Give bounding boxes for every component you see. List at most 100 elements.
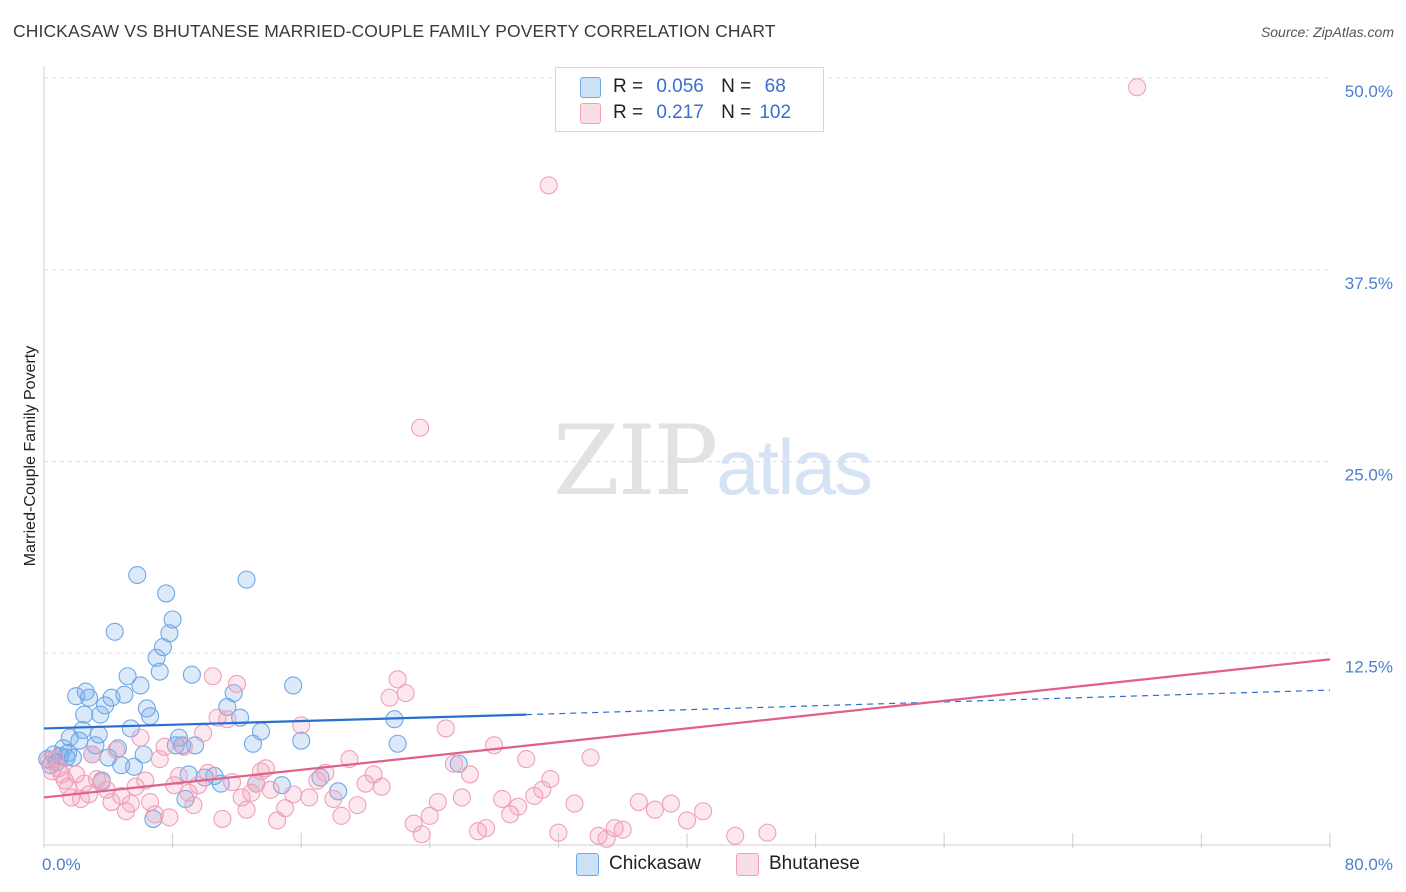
chickasaw-point <box>182 665 201 684</box>
bhutanese-legend-label: Bhutanese <box>769 853 860 874</box>
bhutanese-point <box>485 736 504 755</box>
series-legend-chickasaw: Chickasaw <box>576 851 701 877</box>
bhutanese-point <box>348 796 367 815</box>
bhutanese-point <box>39 751 58 770</box>
bhutanese-point <box>645 800 664 819</box>
chickasaw-point <box>150 662 169 681</box>
bhutanese-point <box>549 823 568 842</box>
bhutanese-point <box>1128 78 1147 97</box>
y-tick-label: 12.5% <box>1345 657 1393 676</box>
bhutanese-point <box>613 820 632 839</box>
chickasaw-point <box>157 584 176 603</box>
bhutanese-point <box>411 418 430 437</box>
bhutanese-point <box>284 785 303 804</box>
y-tick-label: 50.0% <box>1345 82 1393 101</box>
r-value: 0.056 <box>656 76 704 97</box>
chickasaw-point <box>284 676 303 695</box>
bhutanese-point <box>420 806 439 825</box>
bhutanese-point <box>428 792 447 812</box>
bhutanese-trend-line <box>43 658 1331 799</box>
bhutanese-point <box>184 796 203 815</box>
bhutanese-point <box>194 723 213 743</box>
chickasaw-legend-label: Chickasaw <box>609 853 701 874</box>
bhutanese-point <box>380 688 399 707</box>
r-label: R = <box>613 76 644 97</box>
bhutanese-point <box>372 777 391 796</box>
bhutanese-point <box>758 823 777 842</box>
chickasaw-point <box>141 707 160 726</box>
y-tick-label: 25.0% <box>1345 466 1393 485</box>
chickasaw-trend-line <box>43 713 527 730</box>
bhutanese-point <box>581 748 600 767</box>
bhutanese-point <box>242 783 261 802</box>
bhutanese-point <box>174 737 193 756</box>
legend-row-chickasaw: R = 0.056 N = 68 <box>580 75 799 99</box>
bhutanese-point <box>136 771 155 790</box>
bhutanese-point <box>169 766 189 786</box>
bhutanese-point <box>539 176 558 195</box>
bhutanese-point <box>145 805 164 824</box>
watermark-atlas: atlas <box>716 423 873 511</box>
source-label: Source: ZipAtlas.com <box>1260 24 1394 40</box>
n-label: N = <box>721 102 752 123</box>
bhutanese-point <box>155 737 174 756</box>
chickasaw-point <box>118 667 137 686</box>
bhutanese-point <box>694 802 713 821</box>
bhutanese-point <box>677 811 697 830</box>
bhutanese-point <box>509 797 528 816</box>
chickasaw-point <box>134 745 153 764</box>
bhutanese-point <box>213 809 232 828</box>
bhutanese-point <box>629 792 648 812</box>
chickasaw-point <box>115 685 134 704</box>
chickasaw-point <box>131 676 150 695</box>
r-value: 0.217 <box>656 102 704 123</box>
chickasaw-point <box>96 696 115 715</box>
chickasaw-trend-extension <box>526 689 1331 716</box>
bhutanese-point <box>198 763 218 782</box>
bhutanese-point <box>436 719 455 738</box>
correlation-legend: R = 0.056 N = 68 R = 0.217 N = 102 <box>555 67 824 132</box>
chickasaw-point <box>75 705 94 724</box>
bhutanese-point <box>292 716 311 735</box>
chickasaw-point <box>292 731 311 750</box>
tick-labels: 12.5% 25.0% 37.5% 50.0% 0.0% 80.0% <box>42 82 1393 874</box>
bhutanese-point <box>237 800 256 819</box>
n-label: N = <box>721 76 752 97</box>
chickasaw-point <box>163 610 182 629</box>
legend-row-bhutanese: R = 0.217 N = 102 <box>580 101 799 125</box>
bhutanese-point <box>160 808 179 827</box>
chickasaw-point <box>91 705 110 724</box>
chickasaw-point <box>251 722 271 741</box>
bhutanese-point <box>208 708 227 727</box>
bhutanese-swatch <box>580 102 601 124</box>
bhutanese-point <box>227 674 246 693</box>
n-value: 68 <box>764 76 786 97</box>
chart-title: CHICKASAW VS BHUTANESE MARRIED-COUPLE FA… <box>13 21 776 41</box>
bhutanese-point <box>324 789 343 809</box>
bhutanese-point <box>661 794 680 813</box>
trend-lines <box>43 658 1331 799</box>
bhutanese-point <box>412 825 431 844</box>
n-value: 102 <box>759 102 792 123</box>
bhutanese-point <box>131 728 150 747</box>
bhutanese-point <box>460 765 480 784</box>
bhutanese-point <box>444 754 463 773</box>
series-legend-bhutanese: Bhutanese <box>736 851 860 877</box>
bhutanese-legend-swatch <box>736 852 759 876</box>
bhutanese-point <box>203 667 222 686</box>
chickasaw-point <box>147 648 166 667</box>
bhutanese-point <box>102 792 121 812</box>
bhutanese-point <box>388 670 407 689</box>
chickasaw-point <box>237 570 256 589</box>
x-tick-label: 80.0% <box>1345 855 1393 874</box>
chickasaw-point <box>449 754 468 773</box>
bhutanese-point <box>477 819 496 838</box>
chickasaw-point <box>388 734 407 753</box>
bhutanese-point <box>121 794 140 813</box>
bhutanese-point <box>493 789 512 809</box>
bhutanese-point <box>83 745 102 764</box>
chickasaw-point <box>63 748 82 767</box>
chickasaw-point <box>121 719 140 738</box>
bhutanese-point <box>276 799 295 818</box>
